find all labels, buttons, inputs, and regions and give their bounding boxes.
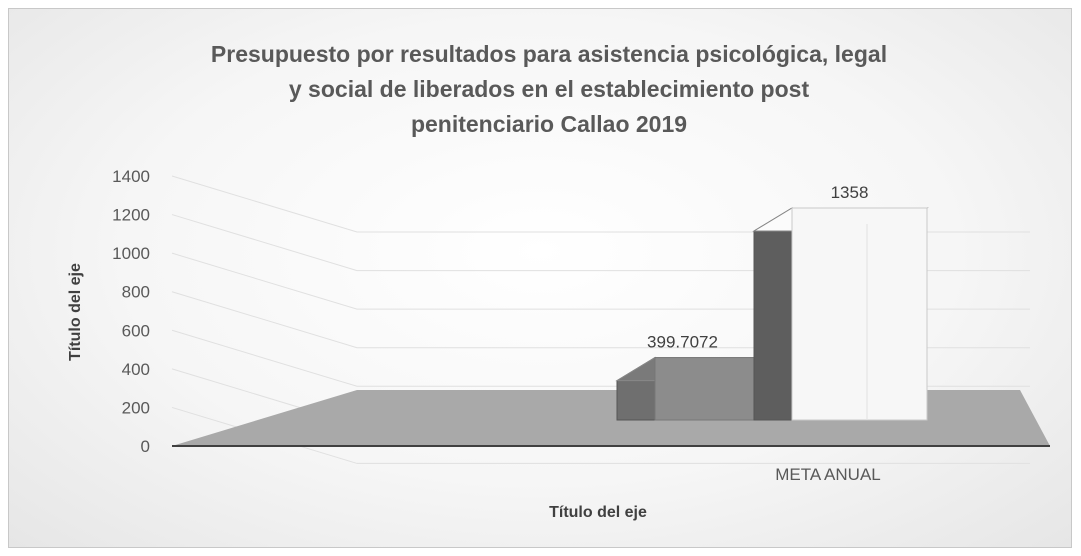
y-tick-label: 600 xyxy=(122,321,150,340)
bar-2 xyxy=(752,207,929,421)
chart-title: Presupuesto por resultados para asistenc… xyxy=(210,41,888,137)
x-axis-title: Título del eje xyxy=(549,504,647,521)
data-label: 1358 xyxy=(831,183,869,202)
y-tick-label: 1400 xyxy=(112,167,150,186)
y-axis-title: Título del eje xyxy=(67,263,84,361)
data-label: 399.7072 xyxy=(647,333,718,352)
y-tick-label: 800 xyxy=(122,283,150,302)
y-tick-label: 1000 xyxy=(112,244,150,263)
y-tick-label: 400 xyxy=(122,360,150,379)
y-tick-label: 1200 xyxy=(112,206,150,225)
bars xyxy=(615,207,929,421)
category-label: META ANUAL xyxy=(775,465,881,484)
y-axis-ticks: 0 200 400 600 800 1000 1200 1400 xyxy=(112,167,150,456)
data-labels: 399.7072 1358 xyxy=(647,183,868,352)
bar-side xyxy=(753,207,793,421)
bar-front xyxy=(791,207,928,421)
y-tick-label: 0 xyxy=(141,437,150,456)
gridline xyxy=(171,406,1030,464)
y-tick-label: 200 xyxy=(122,398,150,417)
